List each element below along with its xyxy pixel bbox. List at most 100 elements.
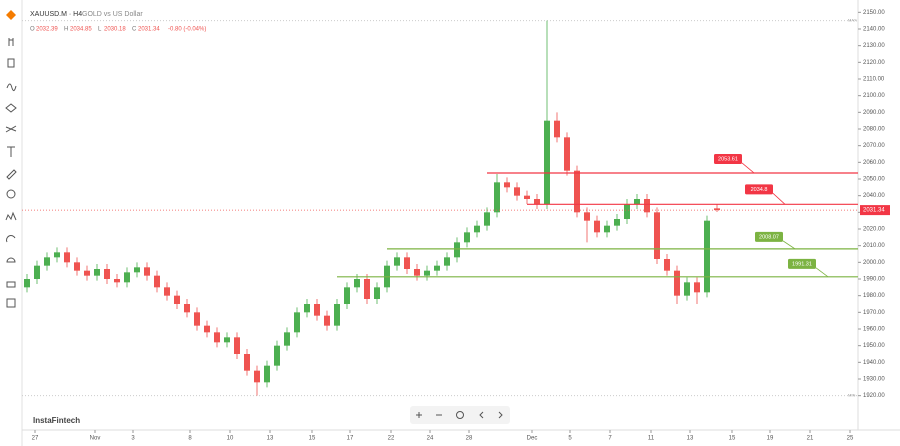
candle-body — [174, 295, 180, 304]
y-tick-label: 1980.00 — [863, 293, 885, 299]
candle-body — [594, 220, 600, 233]
ohlc-key: C — [132, 27, 137, 33]
level-label-box — [788, 258, 816, 269]
candle-body — [244, 354, 250, 371]
candle-body — [134, 267, 140, 273]
candle-body — [354, 279, 360, 288]
level-label-box — [714, 153, 742, 164]
x-tick-label: 17 — [347, 436, 354, 442]
zoom-in[interactable] — [416, 412, 422, 418]
candle-body — [604, 225, 610, 233]
ohlc-key: L — [98, 27, 102, 33]
plot-area: 1920.00 1930.00 1940.00 1950.00 1960.00 1970.… — [22, 0, 900, 442]
candle-body — [94, 269, 100, 276]
candle-body — [84, 270, 90, 276]
candle-body — [564, 137, 570, 171]
candle-body — [544, 120, 550, 204]
candle-body — [504, 182, 510, 188]
level-label: 2053.61 — [718, 156, 738, 162]
candle-body — [104, 269, 110, 279]
level-label-box — [745, 184, 773, 195]
y-tick-label: 1920.00 — [863, 393, 885, 399]
y-tick-label: 2100.00 — [863, 93, 885, 99]
candle-body — [274, 345, 280, 366]
y-tick-label: 1970.00 — [863, 310, 885, 316]
nav-buttons — [410, 406, 510, 424]
y-tick-label: 2150.00 — [863, 10, 885, 16]
y-tick-label: 1930.00 — [863, 377, 885, 383]
candle-body — [214, 332, 220, 343]
candle-body — [364, 279, 370, 299]
candle-body — [574, 170, 580, 213]
candle-body — [534, 199, 540, 204]
candle-body — [494, 182, 500, 213]
x-tick-label: 11 — [648, 436, 655, 442]
x-tick-label: 3 — [131, 436, 135, 442]
x-tick-label: 24 — [427, 436, 434, 442]
x-tick-label: Dec — [527, 436, 538, 442]
candle-body — [114, 279, 120, 283]
candle-body — [554, 120, 560, 138]
candle-body — [44, 257, 50, 266]
ohlc-value: 2032.39 — [36, 27, 58, 33]
x-tick-label: 13 — [267, 436, 274, 442]
change: -0.80 (-0.04%) — [168, 27, 206, 33]
candle-body — [414, 269, 420, 276]
y-tick-label: 2130.00 — [863, 43, 885, 49]
candle-body — [194, 312, 200, 326]
candle-body — [54, 252, 60, 258]
ohlc-key: H — [64, 27, 68, 33]
candle-body — [254, 370, 260, 383]
x-tick-label: Nov — [90, 436, 101, 442]
x-tick-label: 13 — [687, 436, 694, 442]
level-label: 1991.31 — [792, 261, 812, 267]
x-tick-label: 27 — [32, 436, 39, 442]
candle-body — [284, 332, 290, 346]
reset[interactable] — [456, 411, 464, 419]
level-connector — [782, 240, 796, 250]
level-label: 2034.8 — [751, 187, 768, 193]
y-tick-label: 2070.00 — [863, 143, 885, 149]
candle-body — [264, 365, 270, 383]
candle-body — [424, 270, 430, 276]
level-connector — [815, 267, 829, 278]
scroll-left[interactable] — [479, 411, 484, 419]
x-tick-label: 7 — [608, 436, 612, 442]
candle-body — [154, 275, 160, 288]
x-tick-label: 10 — [227, 436, 234, 442]
candle-body — [74, 262, 80, 271]
logo — [6, 10, 16, 20]
candle-body — [714, 208, 720, 211]
candle-body — [654, 212, 660, 259]
ohlc-value: 2030.18 — [104, 27, 126, 33]
ohlc-key: O — [30, 27, 35, 33]
y-tick-label: 2000.00 — [863, 260, 885, 266]
x-tick-label: 19 — [767, 436, 774, 442]
candle-body — [374, 287, 380, 299]
y-tick-label: 2050.00 — [863, 177, 885, 183]
candle-body — [394, 257, 400, 266]
candle-body — [484, 212, 490, 226]
y-tick-label: 2010.00 — [863, 243, 885, 249]
y-tick-label: 2120.00 — [863, 60, 885, 66]
candle-body — [584, 212, 590, 221]
candle-body — [204, 325, 210, 333]
x-tick-label: 21 — [807, 436, 814, 442]
candle-body — [444, 257, 450, 266]
y-tick-label: 2020.00 — [863, 227, 885, 233]
tool-icons[interactable] — [5, 38, 17, 308]
candle-body — [184, 304, 190, 313]
candle-body — [614, 219, 620, 226]
candle-body — [704, 220, 710, 293]
candle-body — [164, 287, 170, 296]
x-tick-label: 28 — [466, 436, 473, 442]
scroll-right[interactable] — [498, 411, 503, 419]
candle-body — [624, 204, 630, 219]
candle-body — [24, 279, 30, 288]
watermark: InstaFintech — [33, 416, 80, 425]
candle-body — [314, 304, 320, 316]
candle-body — [664, 259, 670, 271]
level-connector — [772, 193, 786, 205]
